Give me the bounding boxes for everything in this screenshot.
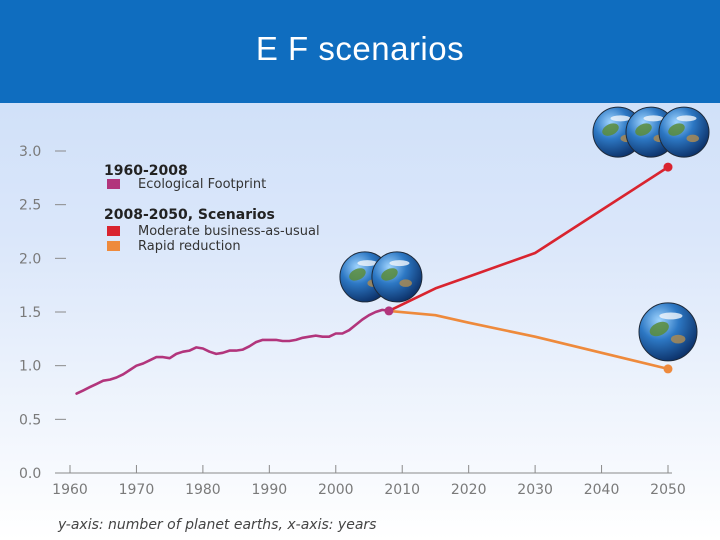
earth-globe (658, 106, 710, 158)
x-tick-label: 1960 (52, 482, 88, 498)
title-bar: E F scenarios (0, 0, 720, 103)
marker-rapid-reduction-2050 (663, 364, 673, 374)
slide-title: E F scenarios (255, 30, 465, 67)
x-tick-label: 2010 (384, 482, 420, 498)
legend-label-rapid-reduction: Rapid reduction (138, 239, 241, 254)
earth-cloud (659, 312, 683, 320)
legend-heading-historical: 1960-2008 (104, 163, 188, 179)
y-tick-label: 2.5 (19, 198, 41, 214)
marker-ecological-footprint-2008 (384, 306, 394, 316)
earth-land (349, 268, 366, 281)
earth-icon-2008-2 (371, 251, 423, 303)
y-tick-label: 2.0 (19, 251, 41, 267)
series-line-2 (387, 309, 670, 371)
earth-globe (638, 302, 698, 362)
earth-land (635, 123, 652, 136)
x-tick-label: 2040 (584, 482, 620, 498)
legend-label-business-as-usual: Moderate business-as-usual (138, 224, 320, 239)
x-tick-label: 2020 (451, 482, 487, 498)
x-tick-label: 1990 (252, 482, 288, 498)
earth-icon-bau-3 (658, 106, 710, 158)
series-line-0 (75, 308, 391, 395)
earth-land (649, 321, 669, 337)
earth-land (668, 123, 685, 136)
axis-caption: y-axis: number of planet earths, x-axis:… (57, 517, 376, 533)
earth-land (381, 268, 398, 281)
marker-business-as-usual-2050 (663, 162, 673, 172)
x-tick-label: 1970 (119, 482, 155, 498)
y-tick-label: 0.0 (19, 466, 41, 482)
earth-cloud (610, 115, 631, 122)
x-tick-label: 2000 (318, 482, 354, 498)
earth-land (670, 334, 686, 344)
legend-heading-scenarios: 2008-2050, Scenarios (104, 207, 275, 223)
legend: 1960-2008 Ecological Footprint 2008-2050… (104, 163, 320, 254)
earth-cloud (357, 260, 378, 267)
earth-land (686, 134, 699, 143)
x-tick-label: 1980 (185, 482, 221, 498)
legend-swatch-rapid-reduction (107, 241, 120, 251)
legend-swatch-business-as-usual (107, 226, 120, 236)
earth-cloud (643, 115, 664, 122)
y-tick-label: 1.5 (19, 305, 41, 321)
legend-label-ecological-footprint: Ecological Footprint (138, 177, 266, 192)
x-tick-label: 2030 (517, 482, 553, 498)
earth-globe (371, 251, 423, 303)
earth-icon-rapid-1 (638, 302, 698, 362)
y-tick-label: 0.5 (19, 412, 41, 428)
earth-cloud (676, 115, 697, 122)
earth-land (399, 279, 412, 287)
y-tick-label: 1.0 (19, 359, 41, 375)
earth-land (602, 123, 619, 136)
y-tick-label: 3.0 (19, 144, 41, 160)
legend-swatch-ecological-footprint (107, 179, 120, 189)
earth-cloud (389, 260, 410, 267)
series-line-1 (387, 165, 670, 313)
x-tick-label: 2050 (650, 482, 686, 498)
